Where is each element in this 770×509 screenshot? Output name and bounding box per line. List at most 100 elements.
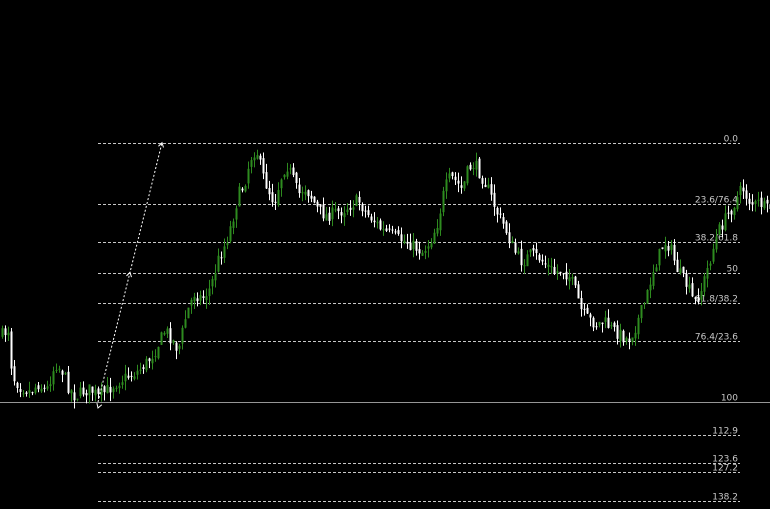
candle-body-bull bbox=[550, 266, 553, 268]
candle-body-bear bbox=[469, 164, 472, 170]
candle-body-bear bbox=[583, 308, 586, 310]
candle-body-bull bbox=[670, 244, 673, 250]
candle-body-bull bbox=[211, 279, 214, 287]
candle-body-bear bbox=[241, 188, 244, 191]
candle-body-bull bbox=[649, 284, 652, 291]
candle-body-bear bbox=[676, 259, 679, 272]
candle-body-bull bbox=[718, 224, 721, 235]
candle-body-bear bbox=[16, 382, 19, 389]
candle-body-bull bbox=[475, 160, 478, 170]
candle-body-bear bbox=[586, 307, 589, 314]
candle-body-bear bbox=[67, 371, 70, 393]
candle-body-bear bbox=[673, 244, 676, 261]
candle-body-bull bbox=[709, 263, 712, 266]
candle-body-bear bbox=[589, 314, 592, 318]
candle-body-bear bbox=[379, 220, 382, 230]
candle-body-bear bbox=[61, 370, 64, 375]
trend-arrow-head-end[interactable] bbox=[158, 141, 164, 148]
candle-body-bull bbox=[187, 307, 190, 319]
candle-body-bull bbox=[118, 385, 121, 389]
candle-body-bull bbox=[64, 373, 67, 375]
candle-body-bull bbox=[178, 345, 181, 349]
candle-body-bear bbox=[292, 167, 295, 176]
trend-arrow-head-start[interactable] bbox=[96, 403, 103, 409]
candle-body-bear bbox=[457, 180, 460, 184]
candle-body-bear bbox=[730, 210, 733, 215]
candle-body-bull bbox=[619, 329, 622, 341]
candle-body-bull bbox=[280, 179, 283, 189]
candle-body-bull bbox=[346, 209, 349, 213]
candle-body-bull bbox=[139, 369, 142, 371]
candle-body-bull bbox=[283, 174, 286, 178]
trend-line[interactable] bbox=[96, 141, 164, 409]
candle-body-bear bbox=[628, 338, 631, 342]
candle-body-bull bbox=[163, 332, 166, 335]
candle-body-bear bbox=[538, 254, 541, 261]
candle-body-bear bbox=[319, 204, 322, 207]
candle-body-bull bbox=[715, 236, 718, 250]
candle-body-bear bbox=[265, 172, 268, 189]
candle-body-bear bbox=[409, 242, 412, 251]
candle-body-bear bbox=[169, 328, 172, 344]
candle-body-bear bbox=[493, 192, 496, 207]
candle-body-bear bbox=[577, 284, 580, 299]
candle-body-bear bbox=[505, 221, 508, 234]
candle-body-bear bbox=[490, 184, 493, 195]
candle-body-bull bbox=[94, 389, 97, 396]
candle-body-bear bbox=[25, 392, 28, 394]
candle-body-bull bbox=[643, 303, 646, 305]
candle-body-bear bbox=[694, 297, 697, 300]
candle-body-bear bbox=[175, 342, 178, 351]
candle-body-bull bbox=[547, 264, 550, 267]
candle-body-bull bbox=[214, 272, 217, 281]
candle-body-bear bbox=[451, 172, 454, 177]
candle-body-bear bbox=[388, 228, 391, 230]
candle-body-bear bbox=[202, 296, 205, 298]
candle-body-bull bbox=[256, 155, 259, 159]
candle-body-bear bbox=[661, 247, 664, 249]
candle-body-bear bbox=[592, 317, 595, 328]
trend-line-midpoint-marker[interactable] bbox=[126, 271, 132, 278]
candle-body-bull bbox=[433, 232, 436, 244]
candle-body-bear bbox=[373, 220, 376, 223]
candle-body-bear bbox=[595, 326, 598, 328]
candle-body-bull bbox=[208, 288, 211, 297]
candle-body-bear bbox=[142, 367, 145, 369]
candle-body-bull bbox=[166, 328, 169, 334]
candle-body-bear bbox=[31, 392, 34, 394]
candle-body-bear bbox=[349, 207, 352, 210]
candle-body-bull bbox=[526, 254, 529, 267]
candle-body-bull bbox=[610, 325, 613, 327]
candle-body-bear bbox=[454, 176, 457, 181]
candle-body-bull bbox=[250, 160, 253, 167]
candle-body-bull bbox=[706, 267, 709, 279]
candle-body-bull bbox=[151, 358, 154, 364]
candle-body-bull bbox=[571, 277, 574, 279]
candle-body-bear bbox=[499, 213, 502, 215]
candle-body-bear bbox=[478, 158, 481, 179]
candle-body-bear bbox=[337, 208, 340, 212]
candle-body-bear bbox=[259, 155, 262, 160]
fib-level-label: 123.6 bbox=[712, 455, 738, 465]
candle-body-bear bbox=[721, 225, 724, 230]
candle-body-bear bbox=[97, 388, 100, 394]
candle-body-bull bbox=[412, 240, 415, 250]
candle-body-bull bbox=[253, 157, 256, 161]
candle-body-bull bbox=[664, 244, 667, 252]
candle-body-bull bbox=[724, 213, 727, 231]
candle-body-bull bbox=[193, 296, 196, 302]
candle-body-bear bbox=[541, 259, 544, 262]
candle-body-bear bbox=[622, 330, 625, 343]
candle-body-bear bbox=[544, 263, 547, 265]
candle-body-bull bbox=[634, 332, 637, 339]
candle-body-bull bbox=[223, 246, 226, 258]
candle-body-bull bbox=[76, 398, 79, 400]
candle-body-bull bbox=[199, 295, 202, 301]
candle-body-bull bbox=[205, 296, 208, 300]
candle-body-bull bbox=[568, 277, 571, 282]
candle-body-bull bbox=[625, 337, 628, 342]
candle-body-bull bbox=[34, 387, 37, 393]
candle-body-bear bbox=[685, 273, 688, 287]
candle-body-bull bbox=[439, 213, 442, 231]
candle-body-bull bbox=[733, 207, 736, 216]
